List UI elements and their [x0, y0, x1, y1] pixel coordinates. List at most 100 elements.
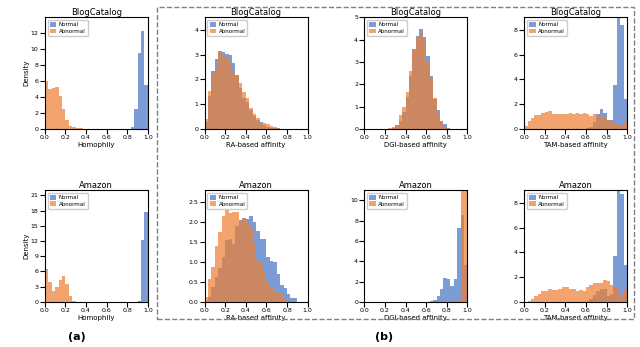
Bar — [624, 265, 627, 302]
Bar — [273, 128, 276, 129]
Bar — [266, 257, 270, 302]
Bar — [614, 123, 617, 129]
Bar — [225, 205, 228, 302]
Bar — [215, 67, 218, 129]
Legend: Normal, Abnormal: Normal, Abnormal — [47, 20, 88, 36]
Bar — [284, 288, 287, 302]
Bar — [218, 51, 221, 129]
Bar — [589, 285, 593, 302]
Bar — [215, 59, 218, 129]
Bar — [419, 33, 423, 129]
Bar — [280, 285, 284, 302]
Bar — [131, 127, 134, 129]
Bar — [545, 291, 548, 302]
Bar — [239, 222, 243, 302]
Bar — [276, 128, 280, 129]
Bar — [287, 294, 291, 302]
Bar — [276, 128, 280, 129]
Bar — [45, 81, 48, 129]
Bar — [457, 228, 461, 302]
Bar — [436, 113, 440, 129]
Bar — [246, 98, 249, 129]
Bar — [575, 112, 579, 129]
X-axis label: DGI-based affinity: DGI-based affinity — [385, 314, 447, 321]
Title: Amazon: Amazon — [239, 180, 273, 189]
Bar — [412, 50, 416, 129]
Y-axis label: Density: Density — [23, 233, 29, 259]
Bar — [444, 124, 447, 129]
Bar — [527, 301, 531, 302]
Bar — [83, 128, 86, 129]
Bar — [531, 299, 534, 302]
Bar — [239, 220, 243, 302]
Bar — [232, 244, 236, 302]
Bar — [294, 298, 298, 302]
Bar — [575, 291, 579, 302]
Bar — [624, 99, 627, 129]
Bar — [236, 76, 239, 129]
Bar — [228, 64, 232, 129]
Bar — [545, 112, 548, 129]
Bar — [65, 284, 69, 302]
Bar — [291, 301, 294, 302]
Bar — [614, 256, 617, 302]
Bar — [284, 299, 287, 302]
Bar — [426, 62, 429, 129]
Bar — [205, 297, 208, 302]
Bar — [565, 287, 569, 302]
Bar — [260, 122, 263, 129]
Bar — [211, 267, 215, 302]
Bar — [243, 98, 246, 129]
Bar — [52, 290, 55, 302]
Bar — [141, 240, 145, 302]
Bar — [69, 126, 72, 129]
Bar — [215, 277, 218, 302]
Title: Amazon: Amazon — [79, 180, 113, 189]
Bar — [569, 113, 572, 129]
Bar — [541, 113, 545, 129]
Bar — [208, 91, 211, 129]
Bar — [256, 118, 260, 129]
Bar — [541, 291, 545, 302]
X-axis label: TAM-based affinity: TAM-based affinity — [543, 314, 608, 321]
Bar — [218, 268, 221, 302]
Bar — [263, 239, 266, 302]
Bar — [607, 120, 610, 129]
Bar — [208, 297, 211, 302]
Bar — [392, 128, 396, 129]
Bar — [607, 296, 610, 302]
Bar — [426, 56, 429, 129]
Bar — [433, 300, 436, 302]
Bar — [429, 78, 433, 129]
Bar — [538, 115, 541, 129]
X-axis label: RA-based affinity: RA-based affinity — [227, 314, 286, 321]
Bar — [52, 88, 55, 129]
Title: BlogCatalog: BlogCatalog — [550, 8, 601, 17]
Bar — [396, 125, 399, 129]
Bar — [138, 53, 141, 129]
Bar — [586, 128, 589, 129]
Bar — [436, 110, 440, 129]
Bar — [65, 120, 69, 129]
Bar — [273, 262, 276, 302]
Bar — [239, 88, 243, 129]
Bar — [225, 54, 228, 129]
Bar — [617, 15, 620, 129]
Bar — [582, 291, 586, 302]
Bar — [256, 231, 260, 302]
Bar — [266, 125, 270, 129]
Y-axis label: Density: Density — [23, 60, 29, 86]
Bar — [464, 265, 467, 302]
Bar — [62, 109, 65, 129]
X-axis label: Homophily: Homophily — [77, 142, 115, 147]
Bar — [614, 85, 617, 129]
Bar — [58, 280, 62, 302]
Bar — [589, 116, 593, 129]
Bar — [527, 121, 531, 129]
Bar — [218, 231, 221, 302]
Bar — [416, 36, 419, 129]
Bar — [211, 73, 215, 129]
Bar — [228, 213, 232, 302]
Bar — [447, 128, 451, 129]
Bar — [239, 83, 243, 129]
